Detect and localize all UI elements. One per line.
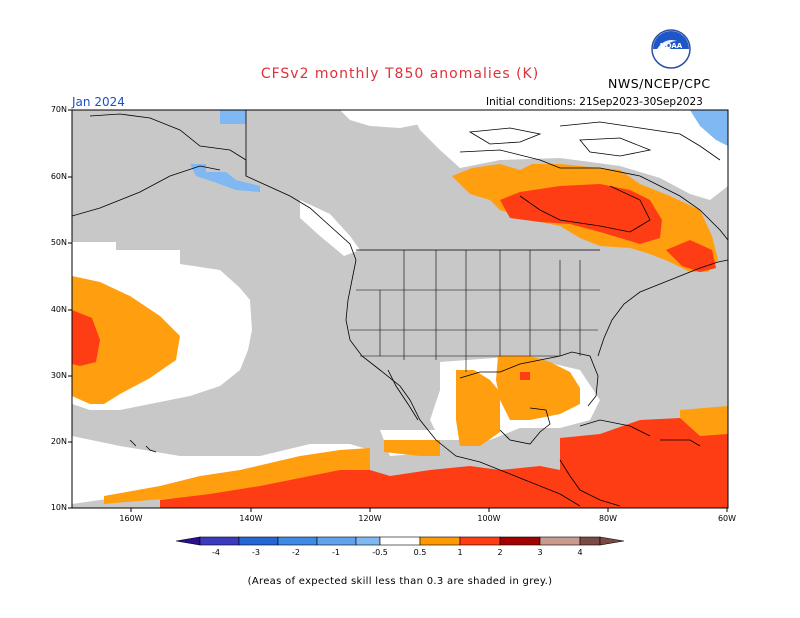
- white-region-tropics: [72, 436, 370, 504]
- colorbar-swatch: [277, 536, 318, 546]
- lat-label-10n: 10N: [50, 503, 67, 512]
- orange-region-pacific: [72, 276, 180, 404]
- colorbar-swatch: [459, 536, 501, 546]
- white-region-alaska-coast: [300, 200, 360, 256]
- lat-label-40n: 40N: [50, 305, 67, 314]
- colorbar-swatch: [379, 536, 421, 546]
- colorbar-swatch: [316, 536, 357, 546]
- initial-conditions: Initial conditions: 21Sep2023-30Sep2023: [486, 96, 703, 108]
- white-region-arctic: [340, 110, 420, 128]
- chart-title: CFSv2 monthly T850 anomalies (K): [260, 66, 540, 82]
- colorbar-label: 1: [457, 548, 463, 557]
- axis-ticks: [68, 109, 728, 512]
- lon-label-120w: 120W: [358, 514, 382, 523]
- svg-text:NOAA: NOAA: [660, 42, 683, 50]
- colorbar-label: -0.5: [372, 548, 388, 557]
- colorbar-swatch: [238, 536, 279, 546]
- colorbar-arrow-right: [599, 536, 625, 546]
- lon-label-100w: 100W: [477, 514, 501, 523]
- red-region-hudson: [500, 184, 662, 244]
- lon-label-60w: 60W: [717, 514, 737, 523]
- lon-label-80w: 80W: [598, 514, 618, 523]
- lat-label-30n: 30N: [50, 371, 67, 380]
- noaa-logo: NOAA: [651, 29, 691, 69]
- orange-region-tropical-pacific: [104, 448, 370, 504]
- colorbar-swatch: [419, 536, 461, 546]
- colorbar-label: 3: [537, 548, 543, 557]
- red-region-caribbean: [560, 418, 728, 508]
- colorbar-label: 4: [577, 548, 583, 557]
- colorbar-label: -3: [252, 548, 260, 557]
- colorbar-arrow-left: [175, 536, 201, 546]
- orange-region-mexico: [456, 370, 500, 446]
- lon-label-160w: 160W: [119, 514, 143, 523]
- lon-label-140w: 140W: [239, 514, 263, 523]
- map-frame: [71, 109, 729, 509]
- colorbar-swatch: [199, 536, 240, 546]
- coastlines: [72, 110, 728, 507]
- orange-region-gulf: [496, 356, 580, 420]
- lat-label-70n: 70N: [50, 105, 67, 114]
- lightblue-patch-alaska: [220, 110, 246, 124]
- colorbar-label: 2: [497, 548, 503, 557]
- lat-label-20n: 20N: [50, 437, 67, 446]
- red-region-labrador: [666, 240, 716, 272]
- colorbar-swatch: [355, 536, 381, 546]
- colorbar-swatch: [539, 536, 581, 546]
- colorbar-swatch: [579, 536, 601, 546]
- agency-label: NWS/NCEP/CPC: [608, 76, 711, 91]
- state-borders: [350, 250, 600, 372]
- red-region-pacific-west: [72, 310, 100, 366]
- red-region-gulf-small: [520, 372, 530, 380]
- orange-region-baja: [384, 440, 440, 456]
- colorbar-label: -1: [332, 548, 340, 557]
- colorbar-label: -4: [212, 548, 220, 557]
- skill-footnote: (Areas of expected skill less than 0.3 a…: [247, 576, 553, 587]
- lightblue-patch-yukon: [190, 164, 260, 192]
- lightblue-patch-arctic: [690, 110, 728, 146]
- colorbar-swatch: [499, 536, 541, 546]
- red-region-tropical-pacific: [160, 466, 560, 508]
- forecast-month: Jan 2024: [72, 95, 125, 109]
- white-region-canada: [410, 110, 728, 200]
- colorbar-label: 0.5: [413, 548, 427, 557]
- lat-label-60n: 60N: [50, 172, 67, 181]
- colorbar-label: -2: [292, 548, 300, 557]
- lat-label-50n: 50N: [50, 238, 67, 247]
